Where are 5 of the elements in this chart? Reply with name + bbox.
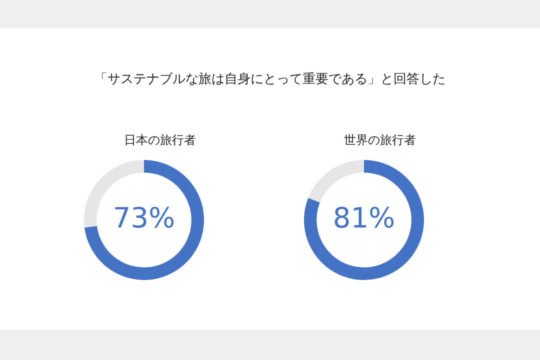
data-label: 73% — [112, 201, 176, 234]
chart-title: 世界の旅行者 — [343, 132, 417, 149]
chart-title: 日本の旅行者 — [123, 132, 197, 149]
text: 「サステナブルな旅は自身にとって重要である」と回答した — [94, 71, 446, 88]
data-label: 81% — [332, 201, 396, 234]
